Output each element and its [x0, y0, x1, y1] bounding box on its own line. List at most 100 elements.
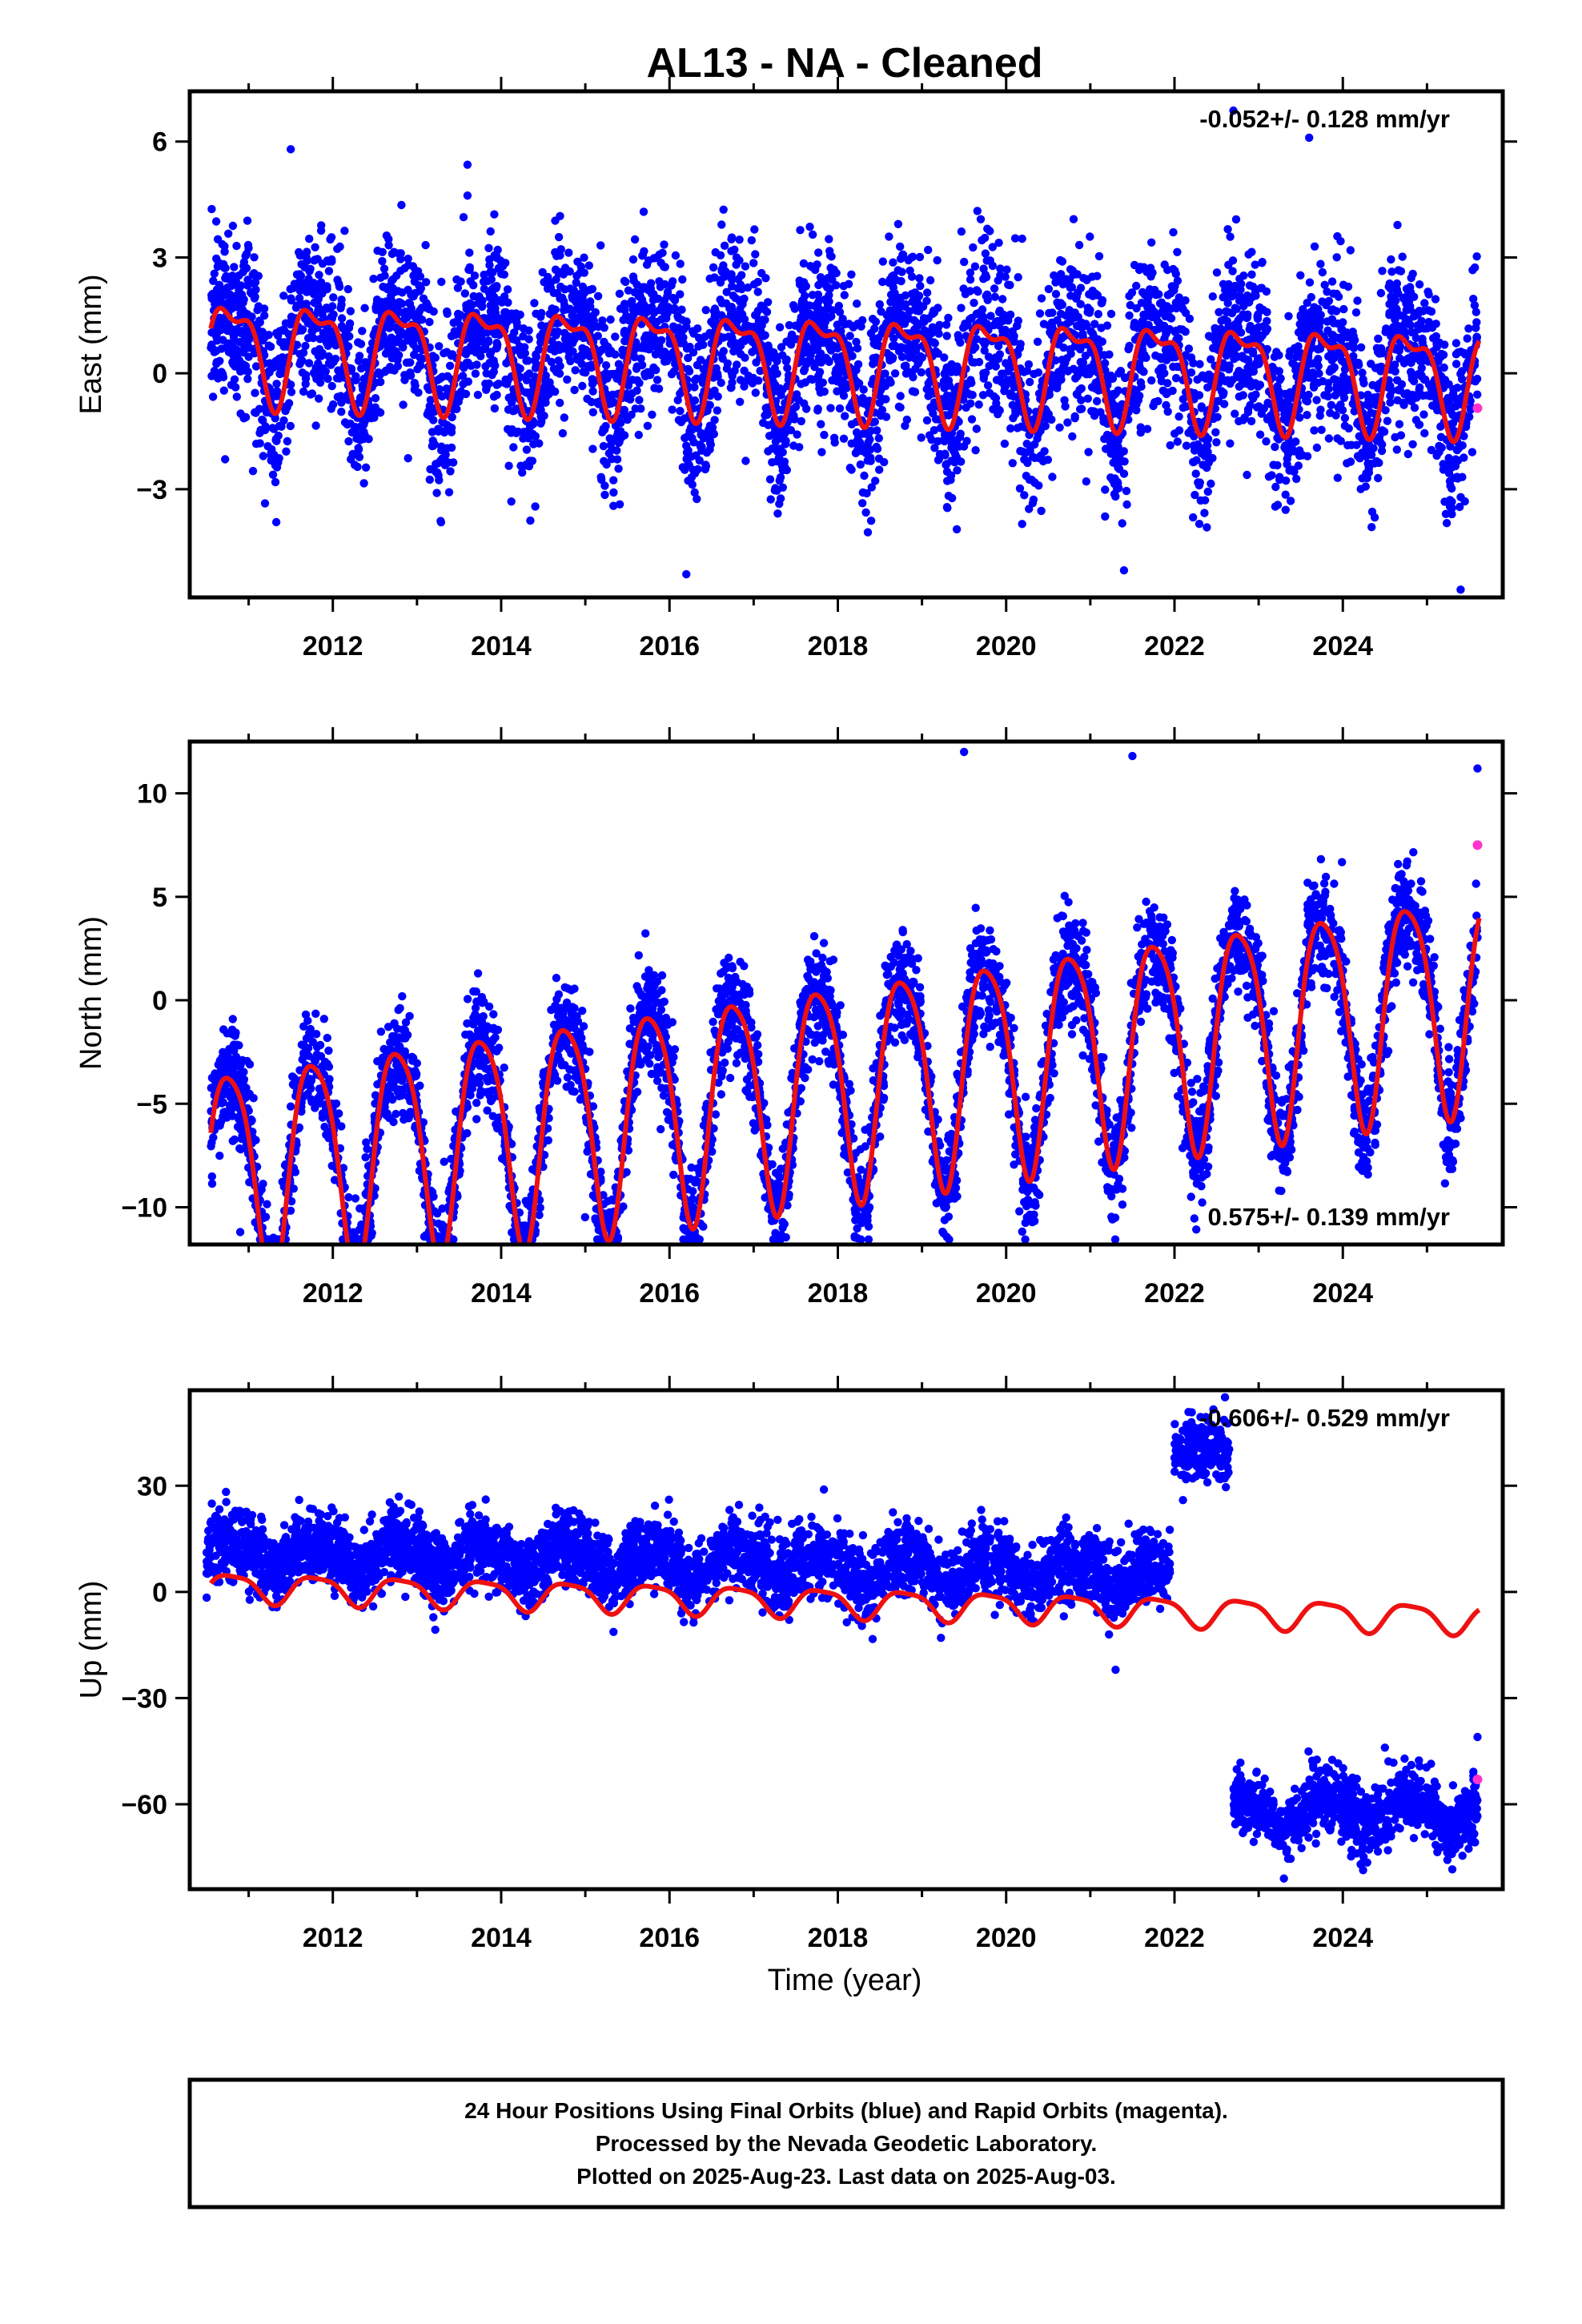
data-point	[1367, 408, 1375, 417]
data-point	[298, 368, 307, 377]
data-point	[822, 312, 831, 321]
data-point	[601, 361, 611, 370]
data-point	[522, 376, 532, 384]
data-point	[1378, 440, 1387, 449]
data-point	[599, 441, 608, 451]
data-point	[814, 248, 823, 257]
data-point	[260, 311, 269, 320]
data-point	[922, 288, 932, 297]
data-point	[570, 289, 579, 298]
data-point	[1025, 505, 1034, 513]
data-point	[831, 352, 841, 362]
data-point	[994, 354, 1003, 364]
data-point	[315, 335, 324, 344]
data-point	[797, 380, 805, 388]
data-point	[588, 387, 597, 396]
data-point	[1093, 396, 1102, 406]
data-point	[817, 448, 826, 456]
data-point	[771, 437, 781, 446]
data-point	[1262, 437, 1271, 446]
data-point	[1037, 294, 1046, 303]
data-point	[1280, 410, 1289, 419]
data-point	[1147, 376, 1156, 385]
data-point	[556, 251, 564, 260]
data-point	[1013, 424, 1022, 432]
data-point	[778, 466, 787, 475]
data-point	[847, 270, 856, 279]
data-point	[271, 477, 280, 487]
data-point	[931, 347, 941, 356]
data-point	[1362, 400, 1371, 409]
data-point	[750, 225, 759, 234]
data-point	[361, 358, 370, 367]
data-point	[1403, 449, 1413, 459]
data-point	[643, 421, 652, 430]
data-point	[732, 260, 741, 269]
data-point	[207, 340, 216, 349]
data-point	[775, 323, 785, 332]
data-point	[722, 287, 731, 296]
data-point	[612, 446, 621, 455]
data-point	[352, 423, 361, 432]
data-point	[556, 211, 564, 220]
data-point	[324, 267, 334, 275]
data-point	[1453, 384, 1462, 392]
data-point	[1214, 396, 1223, 405]
data-point	[630, 235, 640, 244]
data-point	[676, 407, 685, 416]
data-point	[628, 376, 637, 384]
data-point	[1207, 479, 1215, 489]
data-point	[773, 509, 782, 518]
data-point	[1160, 305, 1170, 315]
data-point	[1058, 300, 1067, 309]
data-point	[393, 362, 403, 371]
data-point	[1340, 365, 1350, 374]
data-point	[896, 242, 905, 251]
data-point	[702, 448, 712, 457]
data-point	[500, 292, 509, 301]
data-point	[1068, 432, 1077, 441]
data-point	[969, 243, 978, 252]
data-point	[1176, 298, 1185, 307]
data-point	[799, 313, 808, 323]
data-point	[479, 277, 488, 286]
data-point	[344, 436, 353, 446]
data-point	[1114, 463, 1122, 472]
data-point	[1082, 477, 1091, 486]
data-point	[663, 287, 673, 296]
data-point	[444, 488, 454, 497]
data-point	[1013, 321, 1022, 331]
data-point	[957, 304, 966, 312]
data-point	[609, 488, 618, 497]
data-point	[1077, 396, 1086, 404]
data-point	[809, 337, 818, 346]
data-point	[1452, 339, 1461, 348]
data-point	[281, 407, 290, 416]
data-point	[524, 326, 533, 335]
data-point	[405, 300, 415, 308]
data-point	[1331, 411, 1340, 420]
data-point	[1228, 267, 1237, 275]
data-point	[820, 430, 829, 440]
data-point	[1004, 316, 1013, 325]
data-point	[949, 446, 958, 456]
data-point	[1395, 311, 1404, 320]
data-point	[569, 312, 578, 321]
data-point	[1356, 343, 1366, 352]
data-point	[1240, 413, 1249, 422]
data-point	[852, 366, 861, 375]
data-point	[835, 404, 845, 413]
data-point	[1162, 389, 1171, 399]
data-point	[875, 465, 884, 474]
data-point	[1255, 380, 1265, 389]
data-point	[678, 275, 687, 284]
data-point	[979, 264, 988, 273]
data-point	[436, 517, 445, 525]
data-point	[1367, 360, 1375, 368]
data-point	[1369, 444, 1378, 452]
data-point	[289, 283, 298, 292]
data-point	[658, 248, 667, 257]
data-point	[536, 335, 546, 344]
data-point	[815, 368, 825, 376]
data-point	[813, 404, 822, 413]
